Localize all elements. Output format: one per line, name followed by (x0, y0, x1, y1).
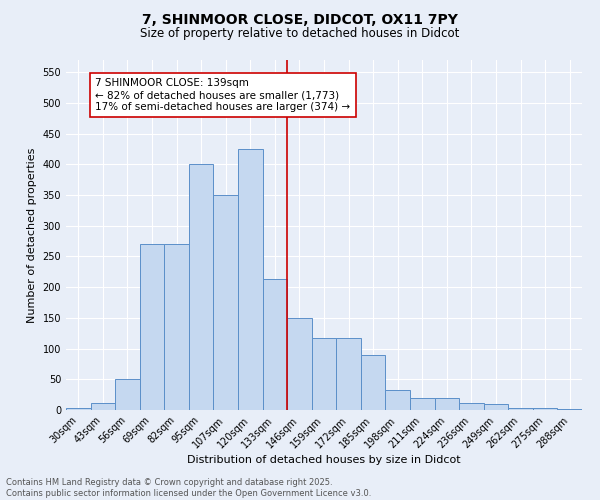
Bar (434, 398, 459, 410)
Bar (410, 398, 434, 410)
Bar (459, 402, 484, 410)
Bar (214, 195, 238, 410)
Bar (484, 404, 508, 410)
Bar (533, 408, 557, 410)
Text: 7 SHINMOOR CLOSE: 139sqm
← 82% of detached houses are smaller (1,773)
17% of sem: 7 SHINMOOR CLOSE: 139sqm ← 82% of detach… (95, 78, 350, 112)
Text: 7, SHINMOOR CLOSE, DIDCOT, OX11 7PY: 7, SHINMOOR CLOSE, DIDCOT, OX11 7PY (142, 12, 458, 26)
Text: Contains HM Land Registry data © Crown copyright and database right 2025.
Contai: Contains HM Land Registry data © Crown c… (6, 478, 371, 498)
Bar (385, 390, 410, 410)
X-axis label: Distribution of detached houses by size in Didcot: Distribution of detached houses by size … (187, 456, 461, 466)
Bar (287, 318, 312, 410)
Bar (164, 244, 189, 410)
Bar (361, 354, 385, 410)
Bar (508, 408, 533, 410)
Bar (115, 380, 140, 410)
Bar (336, 338, 361, 410)
Y-axis label: Number of detached properties: Number of detached properties (27, 148, 37, 322)
Bar (66, 408, 91, 410)
Bar (91, 402, 115, 410)
Bar (312, 338, 336, 410)
Bar (140, 244, 164, 410)
Bar (189, 164, 214, 410)
Bar (263, 279, 287, 410)
Text: Size of property relative to detached houses in Didcot: Size of property relative to detached ho… (140, 28, 460, 40)
Bar (238, 149, 263, 410)
Bar (557, 409, 582, 410)
